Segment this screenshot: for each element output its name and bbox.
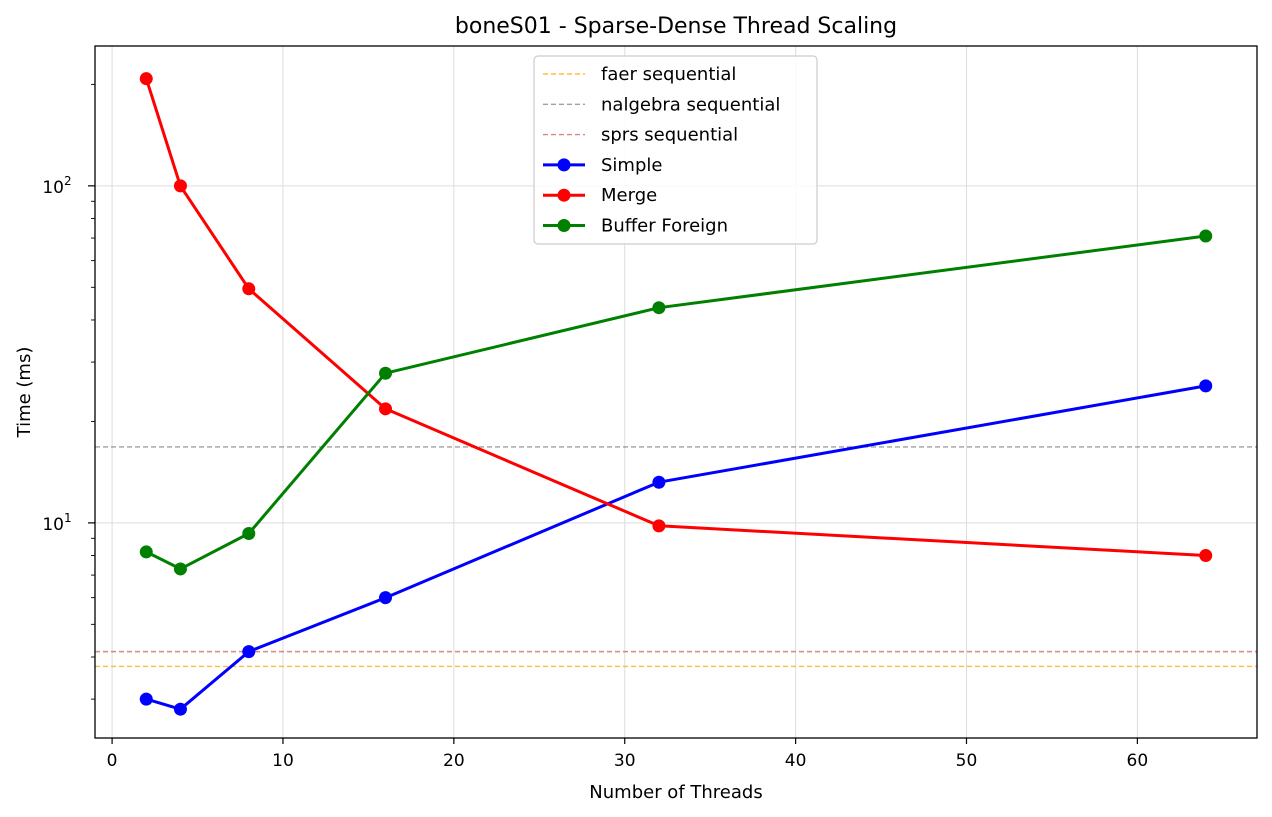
data-point	[1199, 549, 1213, 563]
y-tick-label-exponent: 2	[64, 174, 72, 188]
x-tick-label: 0	[107, 751, 118, 771]
data-point	[173, 562, 187, 576]
legend-label: sprs sequential	[601, 125, 738, 146]
plot-frame	[94, 45, 1258, 739]
data-point	[652, 301, 666, 315]
data-point	[139, 545, 153, 559]
reference-lines	[95, 446, 1257, 668]
y-tick-label: 101	[42, 511, 71, 535]
data-point	[173, 179, 187, 193]
data-point	[242, 645, 256, 659]
legend-label: Merge	[601, 185, 657, 206]
x-tick-label: 30	[614, 751, 636, 771]
legend-label: faer sequential	[601, 64, 736, 85]
data-point	[379, 366, 392, 380]
x-tick-label: 50	[956, 751, 978, 771]
series-layer	[139, 72, 1213, 716]
legend-label: nalgebra sequential	[601, 94, 780, 115]
legend-box	[533, 55, 818, 245]
legend: faer sequential nalgebra sequential sprs s…	[533, 55, 818, 245]
data-point	[139, 72, 153, 86]
x-tick-label: 60	[1127, 751, 1149, 771]
y-tick-label-exponent: 1	[64, 511, 72, 525]
series-line	[144, 78, 1206, 557]
y-tick-label: 102	[42, 174, 71, 198]
data-point	[139, 692, 153, 706]
x-axis-label: Number of Threads	[589, 782, 762, 803]
x-tick-label: 40	[785, 751, 807, 771]
y-axis-label: Time (ms)	[14, 347, 35, 439]
x-tick-label: 20	[443, 751, 465, 771]
data-point	[652, 475, 666, 489]
data-point	[242, 282, 256, 296]
chart-title: boneS01 - Sparse-Dense Thread Scaling	[455, 14, 897, 39]
data-point	[173, 702, 187, 716]
legend-marker	[557, 188, 571, 202]
data-point	[379, 402, 392, 416]
data-point	[379, 591, 392, 605]
y-tick-label-base: 10	[42, 515, 64, 535]
y-tick-label-base: 10	[42, 178, 64, 198]
data-point	[652, 519, 666, 533]
legend-marker	[557, 158, 571, 172]
x-tick-label: 10	[272, 751, 294, 771]
legend-label: Buffer Foreign	[601, 216, 728, 237]
data-point	[1199, 229, 1213, 243]
legend-label: Simple	[601, 155, 662, 176]
data-point	[242, 527, 256, 541]
data-point	[1199, 379, 1213, 393]
legend-marker	[557, 219, 571, 232]
